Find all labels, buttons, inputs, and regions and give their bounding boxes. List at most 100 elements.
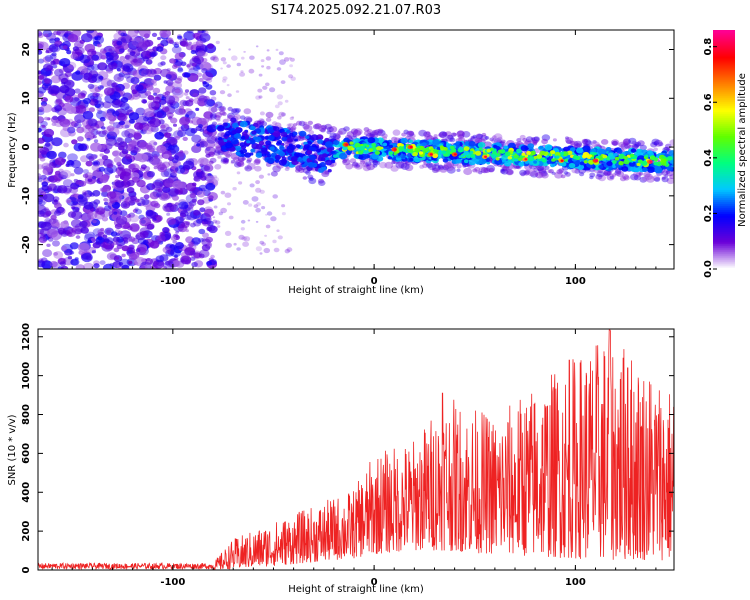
heatmap-cell xyxy=(527,169,536,177)
heatmap-cell xyxy=(475,169,480,174)
heatmap-cell xyxy=(321,153,328,158)
heatmap-cell xyxy=(287,156,292,161)
heatmap-cell xyxy=(147,95,155,101)
heatmap-cell xyxy=(442,147,448,151)
heatmap-cell xyxy=(258,118,265,124)
heatmap-cell xyxy=(590,156,595,160)
heatmap-cell xyxy=(258,122,264,126)
colorbar-segment xyxy=(713,213,735,216)
colorbar-segment xyxy=(713,161,735,165)
colorbar-segment xyxy=(713,41,735,45)
heatmap-cell xyxy=(328,126,338,133)
heatmap-cell xyxy=(500,168,505,172)
heatmap-cell xyxy=(408,131,415,136)
heatmap-cell xyxy=(108,48,113,52)
heatmap-cell xyxy=(185,96,190,100)
heatmap-cell xyxy=(565,136,569,140)
heatmap-cell xyxy=(119,56,126,61)
heatmap-cell xyxy=(237,157,245,163)
heatmap-cell xyxy=(117,113,128,122)
heatmap-cell xyxy=(138,173,144,178)
heatmap-cell xyxy=(163,205,168,209)
heatmap-cell xyxy=(177,151,186,157)
heatmap-cell xyxy=(142,56,149,62)
heatmap-cell xyxy=(42,56,52,63)
heatmap-cell xyxy=(267,157,275,164)
heatmap-cell xyxy=(633,142,640,148)
heatmap-cell xyxy=(607,152,614,158)
heatmap-cell xyxy=(442,158,449,163)
heatmap-cell xyxy=(352,134,357,138)
heatmap-cell xyxy=(255,207,261,213)
heatmap-cell xyxy=(649,160,653,163)
heatmap-cell xyxy=(188,98,194,103)
heatmap-cell xyxy=(438,131,447,139)
colorbar-tick-label: 0.2 xyxy=(703,205,714,223)
heatmap-cell xyxy=(58,171,69,180)
colorbar-segment xyxy=(713,39,735,43)
heatmap-cell xyxy=(61,175,67,180)
colorbar-segment xyxy=(713,207,735,210)
heatmap-cell xyxy=(174,77,182,84)
colorbar-tick-label: 0.8 xyxy=(703,38,714,56)
heatmap-cell xyxy=(568,163,576,169)
heatmap-cell xyxy=(296,120,302,126)
heatmap-cell xyxy=(217,225,221,228)
heatmap-cell xyxy=(113,211,118,215)
heatmap-cell xyxy=(134,122,144,130)
heatmap-cell xyxy=(210,106,218,113)
heatmap-cell xyxy=(172,240,177,244)
heatmap-cell xyxy=(106,125,115,132)
heatmap-cell xyxy=(414,147,421,153)
heatmap-cell xyxy=(242,241,250,247)
heatmap-cell xyxy=(223,158,229,163)
heatmap-cell xyxy=(526,150,531,155)
heatmap-cell xyxy=(65,230,71,235)
heatmap-cell xyxy=(643,171,651,178)
heatmap-cell xyxy=(456,168,461,172)
heatmap-cell xyxy=(495,153,501,157)
colorbar-segment xyxy=(713,115,735,119)
heatmap-cell xyxy=(249,55,255,60)
heatmap-cell xyxy=(191,62,197,67)
heatmap-cell xyxy=(135,208,143,215)
heatmap-cell xyxy=(585,140,593,147)
heatmap-cell xyxy=(149,69,157,75)
heatmap-cell xyxy=(74,88,81,94)
heatmap-cell xyxy=(126,187,135,194)
heatmap-cell xyxy=(94,100,105,109)
heatmap-cell xyxy=(131,237,140,245)
heatmap-cell xyxy=(237,155,245,162)
heatmap-cell xyxy=(266,153,272,158)
heatmap-cell xyxy=(101,216,109,222)
heatmap-cell xyxy=(191,198,197,203)
heatmap-cell xyxy=(127,133,134,138)
heatmap-cell xyxy=(240,227,245,231)
heatmap-cell xyxy=(461,154,466,158)
heatmap-cell xyxy=(439,166,448,173)
heatmap-cell xyxy=(376,146,382,151)
heatmap-cell xyxy=(606,171,613,176)
heatmap-cell xyxy=(207,220,214,227)
heatmap-cell xyxy=(126,249,133,255)
heatmap-cell xyxy=(197,124,203,129)
heatmap-cell xyxy=(222,118,229,124)
heatmap-cell xyxy=(62,64,68,68)
heatmap-cell xyxy=(569,140,576,146)
heatmap-cell xyxy=(170,172,177,178)
heatmap-cell xyxy=(616,170,624,177)
heatmap-cell xyxy=(102,263,115,269)
heatmap-cell xyxy=(65,198,72,204)
colorbar-segment xyxy=(713,105,735,109)
heatmap-cell xyxy=(368,148,374,153)
heatmap-cell xyxy=(318,125,327,132)
heatmap-cell xyxy=(373,129,383,136)
heatmap-cell xyxy=(165,126,173,133)
heatmap-cell xyxy=(198,101,205,107)
heatmap-cell xyxy=(191,261,198,268)
heatmap-cell xyxy=(90,237,97,242)
heatmap-cell xyxy=(366,129,373,134)
snr-frame xyxy=(37,328,675,571)
heatmap-cell xyxy=(38,41,45,49)
heatmap-cell xyxy=(231,138,239,145)
